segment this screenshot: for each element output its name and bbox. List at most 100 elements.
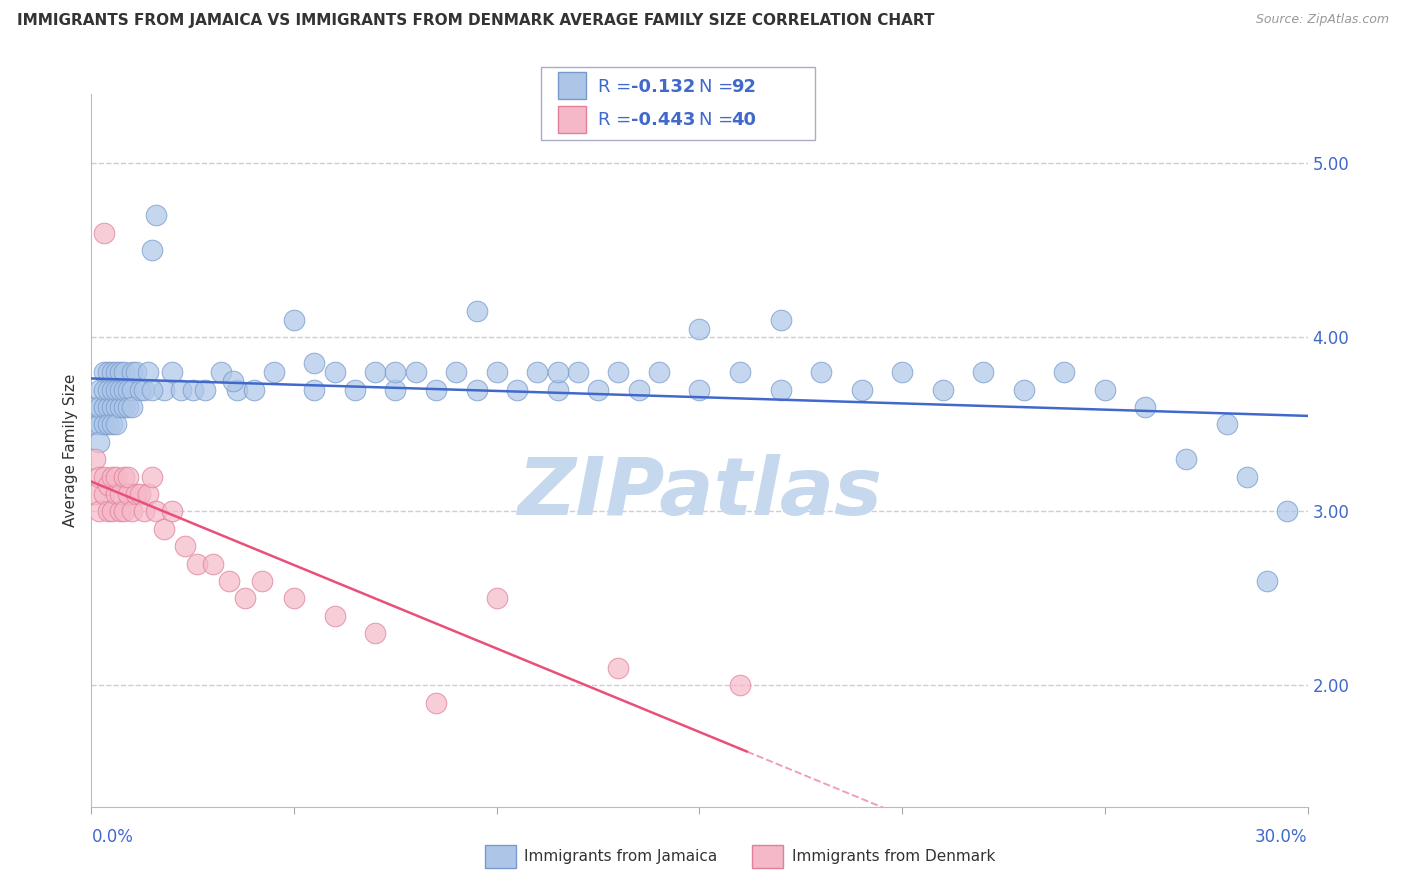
Text: ZIPatlas: ZIPatlas — [517, 454, 882, 533]
Point — [323, 365, 346, 379]
Text: N =: N = — [699, 78, 738, 95]
Point — [112, 469, 135, 483]
Point — [769, 313, 792, 327]
Point — [851, 383, 873, 397]
Point — [97, 417, 120, 432]
Point — [425, 383, 447, 397]
Point — [89, 383, 111, 397]
Point — [132, 504, 155, 518]
Point — [304, 383, 326, 397]
Point — [97, 478, 120, 492]
Point — [405, 365, 427, 379]
Point — [117, 469, 139, 483]
Point — [485, 365, 508, 379]
Point — [108, 365, 131, 379]
Point — [485, 591, 508, 606]
Point — [89, 469, 111, 483]
Point — [136, 365, 159, 379]
Point — [218, 574, 240, 588]
Point — [648, 365, 671, 379]
Point — [93, 400, 115, 414]
Point — [186, 557, 208, 571]
Point — [100, 417, 122, 432]
Point — [100, 383, 122, 397]
Point — [104, 400, 127, 414]
Point — [104, 417, 127, 432]
Point — [108, 487, 131, 501]
Point — [728, 678, 751, 692]
Point — [162, 365, 184, 379]
Point — [153, 383, 176, 397]
Point — [162, 504, 184, 518]
Point — [108, 383, 131, 397]
Text: Immigrants from Jamaica: Immigrants from Jamaica — [524, 849, 717, 863]
Point — [384, 365, 406, 379]
Point — [125, 365, 148, 379]
Point — [89, 400, 111, 414]
Point — [547, 365, 569, 379]
Point — [93, 469, 115, 483]
Text: 30.0%: 30.0% — [1256, 828, 1308, 846]
Point — [173, 539, 195, 553]
Point — [1277, 504, 1299, 518]
Y-axis label: Average Family Size: Average Family Size — [63, 374, 79, 527]
Point — [84, 452, 107, 467]
Point — [112, 383, 135, 397]
Point — [104, 487, 127, 501]
Point — [153, 522, 176, 536]
Point — [97, 504, 120, 518]
Point — [586, 383, 609, 397]
Point — [688, 321, 710, 335]
Point — [444, 365, 467, 379]
Point — [1215, 417, 1237, 432]
Point — [323, 608, 346, 623]
Text: 92: 92 — [731, 78, 756, 95]
Point — [194, 383, 217, 397]
Point — [121, 504, 143, 518]
Point — [89, 504, 111, 518]
Point — [100, 365, 122, 379]
Point — [607, 365, 630, 379]
Text: -0.443: -0.443 — [631, 112, 696, 129]
Point — [465, 383, 488, 397]
Point — [129, 383, 152, 397]
Point — [93, 487, 115, 501]
Point — [364, 365, 387, 379]
Text: IMMIGRANTS FROM JAMAICA VS IMMIGRANTS FROM DENMARK AVERAGE FAMILY SIZE CORRELATI: IMMIGRANTS FROM JAMAICA VS IMMIGRANTS FR… — [17, 13, 935, 29]
Point — [121, 400, 143, 414]
Point — [728, 365, 751, 379]
Point — [121, 383, 143, 397]
Point — [891, 365, 914, 379]
Point — [129, 487, 152, 501]
Point — [93, 383, 115, 397]
Point — [141, 383, 163, 397]
Point — [93, 226, 115, 240]
Text: -0.132: -0.132 — [631, 78, 696, 95]
Point — [425, 696, 447, 710]
Point — [931, 383, 953, 397]
Point — [1256, 574, 1278, 588]
Point — [627, 383, 650, 397]
Point — [93, 365, 115, 379]
Point — [226, 383, 249, 397]
Point — [112, 365, 135, 379]
Point — [117, 400, 139, 414]
Point — [100, 504, 122, 518]
Point — [112, 504, 135, 518]
Text: R =: R = — [598, 112, 637, 129]
Point — [222, 374, 245, 388]
Point — [169, 383, 191, 397]
Point — [769, 383, 792, 397]
Point — [117, 383, 139, 397]
Point — [97, 365, 120, 379]
Point — [465, 304, 488, 318]
Point — [384, 383, 406, 397]
Point — [506, 383, 529, 397]
Point — [84, 417, 107, 432]
Point — [364, 626, 387, 640]
Point — [121, 365, 143, 379]
Text: N =: N = — [699, 112, 738, 129]
Point — [250, 574, 273, 588]
Point — [526, 365, 548, 379]
Point — [242, 383, 264, 397]
